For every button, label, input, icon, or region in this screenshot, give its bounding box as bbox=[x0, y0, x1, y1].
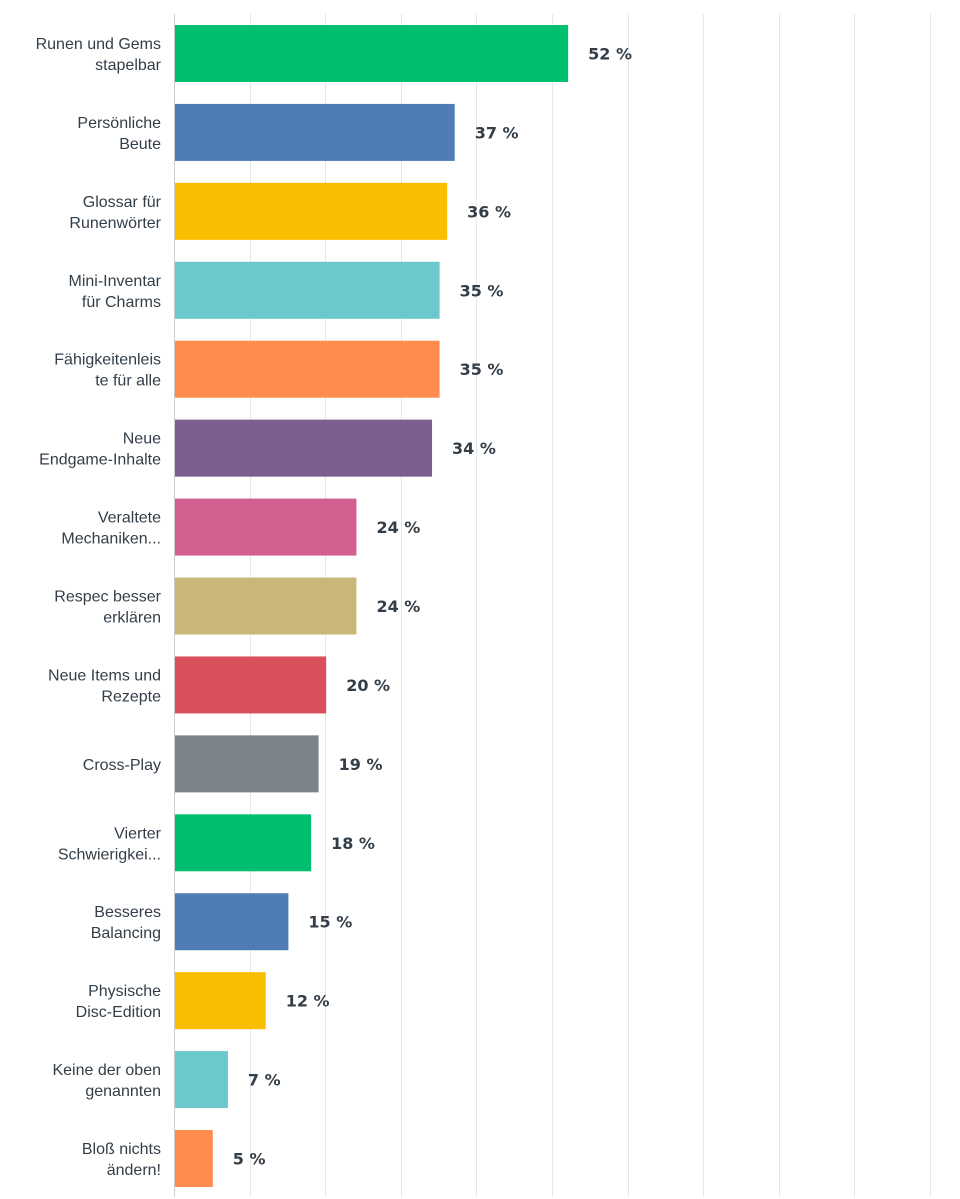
data-label: 52 % bbox=[588, 45, 632, 64]
data-label: 24 % bbox=[376, 518, 420, 537]
category-label: Besseres bbox=[94, 904, 161, 921]
category-label: Glossar für bbox=[83, 194, 162, 211]
category-label: Mini-Inventar bbox=[69, 273, 162, 290]
category-label: Bloß nichts bbox=[82, 1141, 161, 1158]
bar bbox=[175, 893, 289, 951]
category-label: Balancing bbox=[91, 925, 161, 942]
bar bbox=[175, 419, 433, 477]
category-label: Respec besser bbox=[54, 589, 161, 606]
bar bbox=[175, 182, 448, 240]
category-label: Cross-Play bbox=[83, 757, 161, 774]
category-label: stapelbar bbox=[95, 57, 161, 74]
data-label: 18 % bbox=[331, 834, 375, 853]
category-label: Vierter bbox=[114, 825, 162, 842]
category-label: erklären bbox=[103, 610, 161, 627]
category-label: Disc-Edition bbox=[76, 1004, 161, 1021]
category-label: Runen und Gems bbox=[36, 36, 161, 53]
category-label: Endgame-Inhalte bbox=[39, 452, 161, 469]
category-label: Persönliche bbox=[77, 115, 161, 132]
data-label: 35 % bbox=[460, 360, 504, 379]
bar bbox=[175, 1130, 213, 1188]
data-label: 24 % bbox=[376, 597, 420, 616]
bar bbox=[175, 972, 266, 1030]
bar bbox=[175, 25, 569, 82]
data-label: 20 % bbox=[346, 676, 390, 695]
category-label: Keine der oben bbox=[52, 1062, 161, 1079]
bar bbox=[175, 103, 455, 161]
category-label: Rezepte bbox=[101, 688, 161, 705]
data-label: 37 % bbox=[475, 123, 519, 142]
data-label: 5 % bbox=[233, 1150, 266, 1169]
category-label: Beute bbox=[119, 136, 161, 153]
category-label: Runenwörter bbox=[69, 215, 161, 232]
data-label: 19 % bbox=[339, 755, 383, 774]
bar bbox=[175, 1051, 228, 1109]
category-label: Physische bbox=[88, 983, 161, 1000]
category-label: Veraltete bbox=[98, 510, 161, 527]
bar bbox=[175, 735, 319, 793]
bar bbox=[175, 498, 357, 556]
data-label: 12 % bbox=[286, 992, 330, 1011]
bar bbox=[175, 577, 357, 635]
category-label: te für alle bbox=[95, 373, 161, 390]
bar bbox=[175, 814, 312, 872]
data-label: 36 % bbox=[467, 202, 511, 221]
category-label: für Charms bbox=[82, 294, 161, 311]
category-label: Fähigkeitenleis bbox=[54, 352, 161, 369]
category-label: Neue bbox=[123, 431, 161, 448]
category-label: ändern! bbox=[107, 1162, 161, 1179]
category-label: Schwierigkei... bbox=[58, 846, 161, 863]
category-label: Mechaniken... bbox=[61, 531, 161, 548]
data-label: 15 % bbox=[308, 913, 352, 932]
data-label: 34 % bbox=[452, 439, 496, 458]
data-label: 7 % bbox=[248, 1071, 281, 1090]
bar bbox=[175, 656, 327, 714]
bar bbox=[175, 261, 440, 319]
category-label: Neue Items und bbox=[48, 667, 161, 684]
data-label: 35 % bbox=[460, 281, 504, 300]
category-label: genannten bbox=[85, 1083, 161, 1100]
bar bbox=[175, 340, 440, 398]
